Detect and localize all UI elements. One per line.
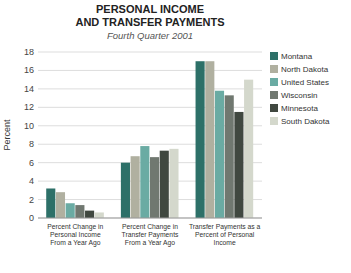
chart: PERSONAL INCOMEAND TRANSFER PAYMENTS Four…: [0, 0, 351, 273]
bars: [46, 61, 253, 218]
x-tick-label-line: Transfer Payments as a: [189, 223, 261, 231]
title: PERSONAL INCOMEAND TRANSFER PAYMENTS: [75, 3, 224, 28]
legend-swatch: [270, 78, 278, 86]
y-axis-label: Percent: [2, 119, 12, 151]
legend-label: Montana: [281, 52, 313, 61]
bar: [205, 61, 214, 218]
y-tick-label: 16: [24, 65, 34, 75]
bar: [66, 203, 75, 218]
legend-label: United States: [281, 78, 329, 87]
legend-swatch: [270, 117, 278, 125]
legend: Montana North Dakota United States Wisconsi…: [270, 52, 330, 126]
grid-line: [38, 218, 262, 219]
bar: [244, 80, 253, 218]
bar: [140, 146, 149, 218]
bar: [234, 112, 243, 218]
x-axis-line: [38, 218, 262, 219]
grid-line: [38, 88, 262, 89]
x-tick-label-line: Percent of Personal: [195, 231, 255, 238]
bar: [215, 91, 224, 218]
bar: [95, 212, 104, 218]
subtitle: Fourth Quarter 2001: [107, 30, 193, 41]
legend-label: Wisconsin: [281, 91, 317, 100]
x-tick-label-line: Transfer Payments: [122, 231, 179, 239]
x-tick-label-line: Personal Income: [50, 231, 101, 238]
x-tick-label-line: From a Year Ago: [50, 239, 101, 247]
bar: [46, 188, 55, 218]
legend-label: Minnesota: [281, 104, 318, 113]
bar: [196, 61, 205, 218]
x-tick-label: Transfer Payments as aPercent of Persona…: [189, 223, 261, 246]
x-tick-label: Percent Change inTransfer PaymentsFrom a…: [122, 223, 179, 247]
y-tick-label: 14: [24, 84, 34, 94]
legend-swatch: [270, 104, 278, 112]
y-tick-label: 10: [24, 121, 34, 131]
bar: [131, 156, 140, 218]
y-tick-label: 12: [24, 102, 34, 112]
x-tick-label-line: Income: [214, 239, 236, 246]
legend-label: South Dakota: [281, 117, 330, 126]
x-tick-label-line: From a Year Ago: [125, 239, 176, 247]
y-tick-label: 6: [29, 158, 34, 168]
legend-swatch: [270, 52, 278, 60]
title-line: AND TRANSFER PAYMENTS: [75, 16, 224, 28]
x-tick-label: Percent Change inPersonal IncomeFrom a Y…: [47, 223, 103, 247]
y-tick-label: 2: [29, 195, 34, 205]
y-tick-label: 0: [29, 213, 34, 223]
x-tick-label-line: Percent Change in: [47, 223, 103, 231]
legend-swatch: [270, 65, 278, 73]
title-line: PERSONAL INCOME: [96, 3, 204, 15]
grid-line: [38, 70, 262, 71]
bar: [121, 163, 130, 218]
x-tick-label-line: Percent Change in: [122, 223, 178, 231]
y-tick-label: 18: [24, 47, 34, 57]
bar: [150, 157, 159, 218]
bar: [160, 151, 169, 218]
bar: [56, 192, 65, 218]
legend-label: North Dakota: [281, 65, 329, 74]
y-tick-label: 8: [29, 139, 34, 149]
y-tick-label: 4: [29, 176, 34, 186]
legend-swatch: [270, 91, 278, 99]
bar: [75, 205, 84, 218]
grid: [38, 52, 262, 218]
bar: [85, 211, 94, 218]
grid-line: [38, 52, 262, 53]
bar: [225, 95, 234, 218]
bar: [169, 149, 178, 218]
